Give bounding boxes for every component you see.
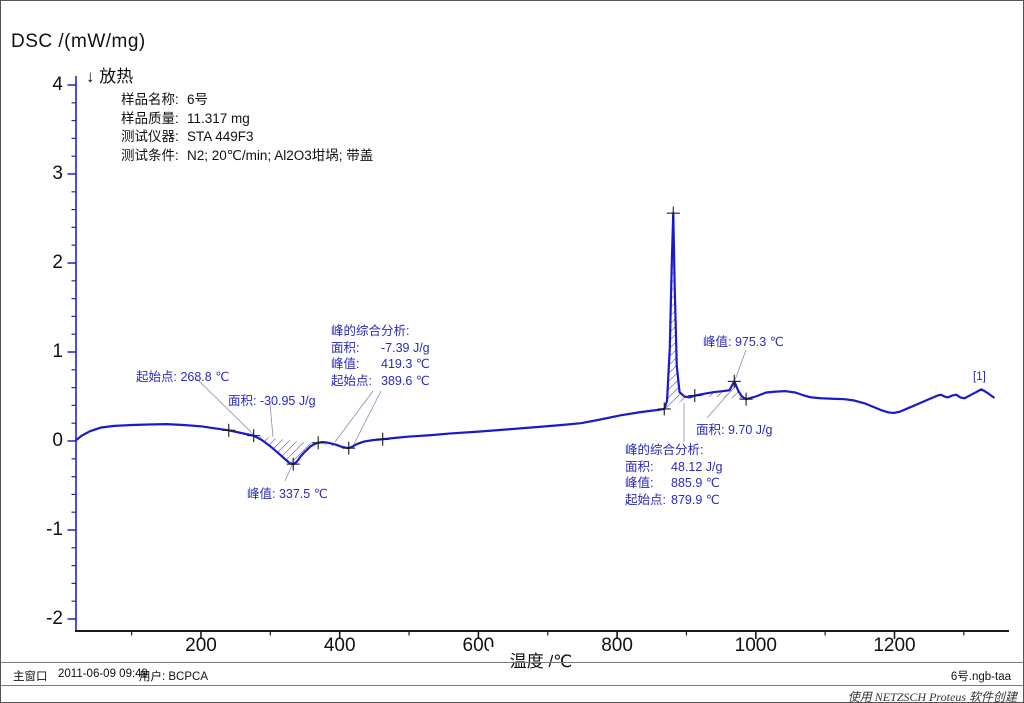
peak-integration-hatch (694, 381, 747, 400)
peak3-onset-value: 879.9 ℃ (671, 492, 720, 507)
y-axis-title: DSC /(mW/mg) (11, 31, 146, 52)
peak2-onset-label: 起始点: (331, 373, 372, 388)
y-tick-label: 2 (52, 252, 63, 273)
peak2-analysis-block: 峰的综合分析: 面积: -7.39 J/g 峰值: 419.3 ℃ 起始点: 3… (331, 323, 430, 389)
status-window-label: 主窗口 (13, 671, 48, 683)
sample-mass-row: 样品质量: 11.317 mg (121, 110, 373, 129)
sample-name-value: 6号 (187, 92, 209, 107)
y-tick-label: -2 (46, 608, 63, 629)
sample-info-block: 样品名称: 6号 样品质量: 11.317 mg 测试仪器: STA 449F3… (121, 91, 373, 165)
status-user: 用户: BCPCA (139, 671, 209, 683)
conditions-value: N2; 20℃/min; Al2O3坩埚; 带盖 (187, 147, 374, 163)
peak2-area-row: 面积: -7.39 J/g (331, 340, 430, 357)
instrument-label: 测试仪器: (121, 129, 179, 144)
sample-mass-value: 11.317 mg (187, 110, 250, 126)
peak4-value-annotation: 峰值: 975.3 ℃ (703, 335, 784, 349)
peak2-onset-row: 起始点: 389.6 ℃ (331, 373, 430, 390)
peak2-onset-value: 389.6 ℃ (381, 373, 430, 388)
y-tick-label: -1 (46, 519, 63, 540)
peak1-onset-annotation: 起始点: 268.8 ℃ (136, 370, 230, 384)
x-tick-label: 200 (185, 635, 217, 656)
peak2-value-value: 419.3 ℃ (381, 357, 430, 371)
annotation-leader-line (734, 349, 747, 381)
peak3-value-value: 885.9 ℃ (671, 476, 720, 490)
y-tick-label: 0 (52, 430, 63, 451)
status-datetime: 2011-06-09 09:49 (58, 668, 148, 680)
conditions-row: 测试条件: N2; 20℃/min; Al2O3坩埚; 带盖 (121, 147, 373, 166)
peak2-value-row: 峰值: 419.3 ℃ (331, 356, 430, 373)
instrument-value: STA 449F3 (187, 129, 254, 144)
status-filename: 6号.ngb-taa (950, 671, 1011, 683)
peak3-area-row: 面积: 48.12 J/g (625, 459, 722, 476)
peak3-analysis-header: 峰的综合分析: (625, 443, 704, 457)
x-tick-label: 1200 (873, 635, 916, 656)
dsc-curve (75, 212, 995, 466)
annotation-leader-line (196, 378, 254, 435)
annotation-leader-line (352, 390, 382, 447)
software-watermark: 使用 NETZSCH Proteus 软件创建 (847, 690, 1017, 703)
sample-name-row: 样品名称: 6号 (121, 91, 373, 110)
annotation-leader-line (269, 403, 274, 438)
peak3-value-label: 峰值: (625, 476, 654, 490)
peak2-area-label: 面积: (331, 340, 360, 355)
x-axis-title: 温度 /℃ (489, 647, 593, 672)
annotation-leader-line (706, 392, 730, 419)
peak3-analysis-block: 峰的综合分析: 面积: 48.12 J/g 峰值: 885.9 ℃ 起始点: 8… (625, 442, 722, 508)
x-tick-label: 600 (462, 635, 495, 656)
peak2-area-value: -7.39 J/g (381, 340, 430, 355)
peak3-onset-label: 起始点: (625, 492, 666, 507)
peak1-value-annotation: 峰值: 337.5 ℃ (247, 487, 328, 501)
peak2-value-label: 峰值: (331, 357, 360, 371)
instrument-row: 测试仪器: STA 449F3 (121, 128, 373, 147)
x-tick-label: 400 (323, 635, 356, 656)
annotation-leader-line (284, 464, 293, 482)
status-bar: 主窗口 2011-06-09 09:49 用户: BCPCA 6号.ngb-ta… (1, 662, 1023, 686)
exothermic-direction-label: ↓ 放热 (86, 67, 134, 86)
peak3-value-row: 峰值: 885.9 ℃ (625, 475, 722, 492)
x-tick-label: 800 (601, 635, 633, 656)
sample-mass-label: 样品质量: (121, 110, 179, 126)
peak3-area-label: 面积: (625, 459, 654, 474)
peak-integration-hatch (253, 435, 349, 465)
annotation-leader-line (334, 390, 374, 443)
peak4-area-annotation: 面积: 9.70 J/g (696, 423, 773, 437)
peak3-area-value: 48.12 J/g (671, 459, 723, 474)
conditions-label: 测试条件: (121, 147, 179, 163)
peak3-onset-row: 起始点: 879.9 ℃ (625, 492, 722, 509)
peak1-area-annotation: 面积: -30.95 J/g (228, 394, 316, 408)
dsc-chart (67, 76, 1009, 639)
sample-name-label: 样品名称: (121, 92, 179, 107)
x-tick-label: 1000 (734, 635, 777, 656)
y-tick-label: 4 (52, 74, 63, 95)
peak2-analysis-header: 峰的综合分析: (331, 324, 410, 338)
y-tick-label: 1 (52, 341, 63, 362)
y-tick-label: 3 (52, 163, 63, 184)
curve-index-label: [1] (973, 371, 986, 383)
